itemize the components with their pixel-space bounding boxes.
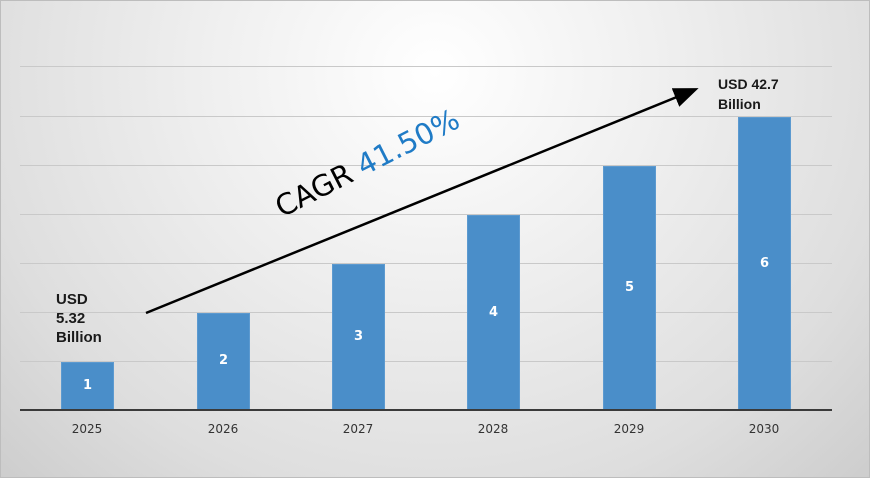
x-tick-label: 2028 bbox=[477, 422, 509, 436]
bar-value-label: 4 bbox=[488, 305, 499, 320]
annotation-line: USD 42.7 bbox=[718, 76, 779, 92]
bar-value-label: 1 bbox=[82, 378, 93, 393]
bar-value-label: 6 bbox=[759, 256, 770, 271]
bar-value-label: 2 bbox=[218, 353, 229, 368]
bar-2025: 1 bbox=[61, 362, 114, 410]
annotation-line: Billion bbox=[56, 329, 102, 346]
gridline bbox=[20, 66, 832, 67]
x-tick-label: 2029 bbox=[613, 422, 645, 436]
gridline bbox=[20, 263, 832, 264]
x-tick-label: 2027 bbox=[342, 422, 374, 436]
bar-2026: 2 bbox=[197, 313, 250, 410]
annotation-line: Billion bbox=[718, 96, 761, 112]
gridline bbox=[20, 361, 832, 362]
bar-2027: 3 bbox=[332, 264, 385, 410]
x-tick-label: 2025 bbox=[71, 422, 103, 436]
x-tick-label: 2030 bbox=[748, 422, 780, 436]
x-tick-label: 2026 bbox=[207, 422, 239, 436]
bar-value-label: 5 bbox=[624, 280, 635, 295]
gridline bbox=[20, 312, 832, 313]
gridline bbox=[20, 214, 832, 215]
bar-2030: 6 bbox=[738, 117, 791, 410]
bar-2029: 5 bbox=[603, 166, 656, 410]
annotation-line: 5.32 bbox=[56, 310, 86, 327]
gridline bbox=[20, 116, 832, 117]
bar-2028: 4 bbox=[467, 215, 520, 410]
end-value-annotation: USD 42.7 Billion bbox=[718, 74, 779, 114]
x-axis-line bbox=[20, 409, 832, 411]
bar-value-label: 3 bbox=[353, 329, 364, 344]
gridline bbox=[20, 165, 832, 166]
annotation-line: USD bbox=[56, 291, 88, 308]
start-value-annotation: USD 5.32 Billion bbox=[56, 290, 102, 347]
